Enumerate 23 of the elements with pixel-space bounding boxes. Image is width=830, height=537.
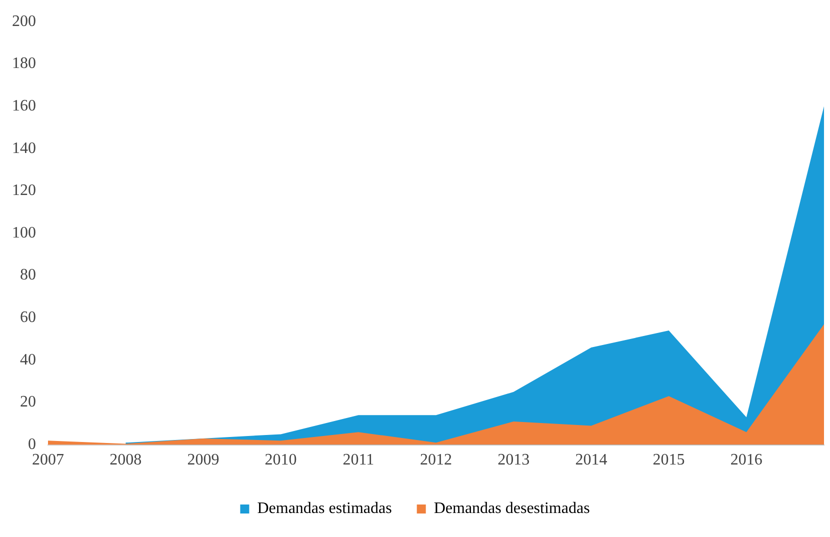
x-tick-label: 2008: [110, 452, 142, 469]
y-tick-label: 20: [20, 394, 36, 411]
x-tick-label: 2016: [730, 452, 762, 469]
y-tick-label: 200: [12, 12, 36, 30]
legend-label: Demandas estimadas: [257, 500, 392, 518]
x-tick-label: 2014: [575, 452, 608, 469]
x-tick-label: 2007: [32, 452, 64, 469]
x-tick-label: 2009: [187, 452, 220, 469]
x-tick-label: 2011: [342, 452, 374, 469]
y-tick-label: 60: [20, 309, 36, 326]
y-tick-label: 120: [12, 182, 36, 200]
y-tick-label: 160: [12, 97, 36, 114]
y-tick-label: 80: [20, 266, 36, 284]
x-tick-label: 2012: [420, 452, 452, 469]
y-tick-label: 0: [28, 436, 36, 454]
y-tick-label: 180: [12, 55, 36, 72]
y-tick-label: 140: [12, 140, 36, 157]
x-tick-label: 2015: [652, 452, 685, 469]
x-tick-label: 2010: [264, 452, 297, 469]
y-tick-label: 40: [20, 351, 36, 368]
y-tick-label: 100: [12, 224, 36, 242]
x-tick-label: 2013: [498, 452, 530, 469]
legend-label: Demandas desestimadas: [434, 500, 590, 518]
